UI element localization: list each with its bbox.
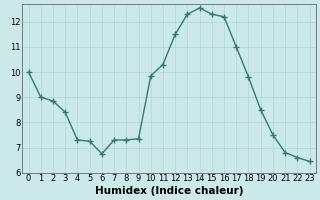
X-axis label: Humidex (Indice chaleur): Humidex (Indice chaleur)	[95, 186, 243, 196]
